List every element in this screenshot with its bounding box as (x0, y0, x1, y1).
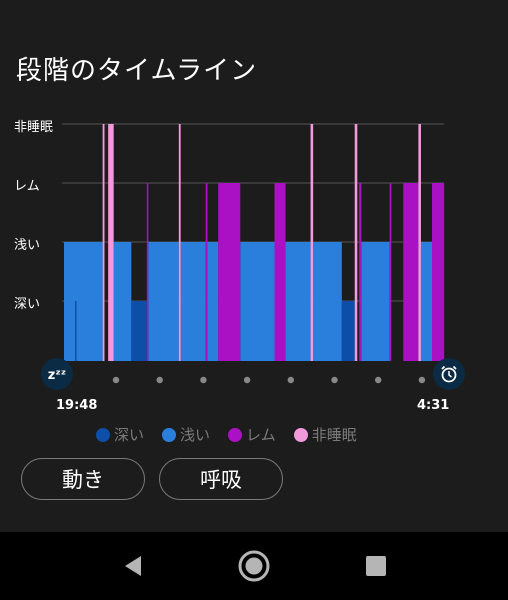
legend-light: 浅い (162, 424, 210, 445)
stage-bar-awake (102, 124, 105, 361)
y-label-light: 浅い (14, 238, 41, 253)
page-title: 段階のタイムライン (16, 56, 258, 86)
sleep-zzz-icon: zᶻᶻ (41, 358, 73, 390)
stage-bar-deep (75, 301, 77, 361)
stage-bar-light (148, 242, 179, 361)
stage-bar-awake (418, 124, 421, 361)
stage-bar-rem (359, 183, 362, 361)
time-tick-dot (243, 376, 251, 384)
stage-bar-deep (131, 301, 147, 361)
stage-bar-awake (354, 124, 358, 361)
breathing-button[interactable]: 呼吸 (159, 458, 283, 500)
legend-deep: 深い (96, 424, 144, 445)
legend: 深い 浅い レム 非睡眠 (96, 424, 357, 445)
legend-awake-label: 非睡眠 (311, 426, 357, 444)
time-tick-dot (418, 376, 426, 384)
time-tick-dot (287, 376, 294, 384)
legend-light-swatch (162, 427, 177, 442)
time-tick-dot (112, 376, 120, 384)
stage-bar-awake (178, 124, 181, 361)
legend-rem-swatch (228, 427, 243, 442)
movement-button[interactable]: 動き (21, 458, 145, 500)
stage-bar-rem (432, 183, 445, 361)
stage-bar-light (361, 242, 390, 361)
time-tick-dot (375, 376, 382, 384)
stage-bar-rem (218, 183, 241, 361)
navigation-bar (0, 532, 508, 600)
legend-deep-swatch (96, 427, 110, 442)
legend-rem: レム (228, 424, 276, 445)
y-label-rem: レム (14, 179, 40, 194)
stage-bar-light (180, 242, 206, 361)
end-time: 4:31 (417, 398, 450, 413)
time-tick-dot (331, 376, 338, 384)
time-tick-dot (200, 376, 207, 384)
stage-bar-rem (274, 183, 286, 361)
stage-bar-light (113, 242, 132, 361)
legend-awake-swatch (293, 427, 308, 442)
stage-bar-awake (108, 124, 114, 361)
stage-bar-rem (403, 183, 419, 361)
legend-awake: 非睡眠 (293, 424, 357, 445)
start-time: 19:48 (56, 398, 98, 413)
stage-bar-rem (389, 183, 392, 361)
stage-bar-light (64, 242, 103, 361)
stage-bar-awake (310, 124, 314, 361)
stage-bar-light (313, 242, 342, 361)
stage-bar-light (207, 242, 219, 361)
alarm-clock-icon (433, 358, 465, 390)
time-tick-dot (156, 376, 163, 384)
stage-bar-light (420, 242, 432, 361)
back-icon[interactable] (110, 532, 154, 600)
legend-light-label: 浅い (180, 426, 211, 444)
stage-bar-light (240, 242, 275, 361)
stage-bar-rem (146, 183, 149, 361)
home-icon[interactable] (232, 532, 276, 600)
legend-rem-label: レム (246, 426, 276, 444)
stage-bar-rem (205, 183, 208, 361)
legend-deep-label: 深い (114, 426, 145, 444)
stage-bar-light (285, 242, 311, 361)
y-label-deep: 深い (14, 297, 41, 312)
y-label-awake: 非睡眠 (14, 120, 54, 135)
svg-text:zᶻᶻ: zᶻᶻ (48, 368, 66, 383)
recents-icon[interactable] (354, 532, 398, 600)
sleep-stage-chart: zᶻᶻ (41, 123, 465, 390)
stage-bar-deep (341, 301, 355, 361)
